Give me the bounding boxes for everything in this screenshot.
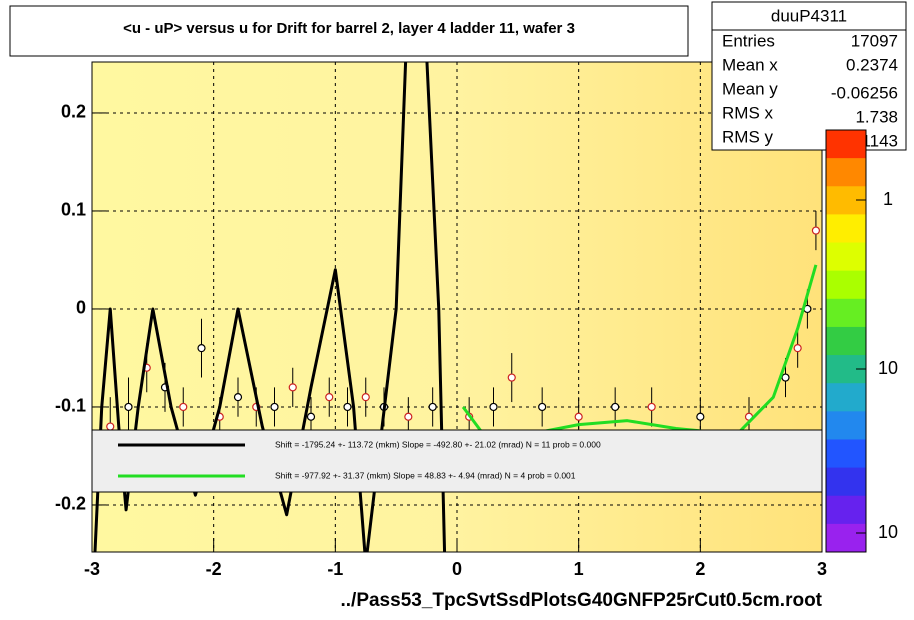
profile-point (793, 344, 802, 353)
x-tick-label: -2 (206, 559, 222, 579)
palette-swatch (826, 523, 866, 553)
palette-swatch (826, 186, 866, 215)
stats-label: RMS x (722, 103, 774, 122)
palette-swatch (826, 326, 866, 356)
stats-title: duuP4311 (771, 6, 847, 25)
x-tick-label: 0 (452, 559, 462, 579)
stats-value: -0.06256 (831, 83, 898, 102)
y-tick-label: -0.1 (55, 396, 86, 416)
profile-point (428, 402, 437, 412)
palette-swatch (826, 214, 866, 244)
y-tick-label: 0.1 (61, 200, 86, 220)
palette-label: 1 (883, 189, 893, 209)
profile-point (647, 402, 656, 412)
profile-point (343, 402, 352, 412)
palette-swatch (826, 411, 866, 440)
stats-value: 1.738 (855, 107, 898, 126)
legend-label: Shift = -977.92 +- 31.37 (mkm) Slope = 4… (275, 470, 576, 480)
profile-point (781, 373, 790, 382)
profile-point (306, 412, 316, 421)
stats-label: Mean y (722, 79, 778, 98)
x-tick-label: 2 (695, 559, 705, 579)
profile-point (811, 226, 821, 235)
x-tick-label: 3 (817, 559, 827, 579)
stats-box (711, 1, 907, 151)
y-tick-label: 0 (76, 298, 86, 318)
profile-point (325, 393, 334, 402)
stats-value: 0.2374 (846, 55, 898, 74)
palette-swatch (826, 158, 866, 187)
profile-point (696, 412, 705, 421)
x-tick-label: 1 (574, 559, 584, 579)
profile-point (507, 373, 516, 382)
legend-box (91, 429, 823, 493)
profile-point (574, 412, 583, 421)
stats-label: Mean x (722, 55, 778, 74)
profile-point (538, 402, 547, 412)
profile-point (270, 402, 279, 412)
palette-swatch (826, 495, 866, 525)
palette-swatch (826, 298, 866, 328)
profile-point (233, 393, 243, 402)
x-tick-label: -1 (327, 559, 343, 579)
legend-label: Shift = -1795.24 +- 113.72 (mkm) Slope =… (275, 439, 601, 449)
y-tick-label: 0.2 (61, 102, 86, 122)
chart-title: <u - uP> versus u for Drift for barrel 2… (123, 20, 575, 37)
profile-point (404, 412, 413, 421)
palette-swatch (826, 242, 866, 272)
palette-frame (825, 129, 867, 553)
title-box (9, 5, 689, 57)
palette-label: 10 (878, 522, 898, 542)
stats-value: 17097 (851, 31, 898, 50)
profile-point (106, 422, 115, 431)
palette-label: 10 (878, 358, 898, 378)
profile-point (179, 402, 188, 412)
profile-point (288, 383, 297, 392)
palette-swatch (826, 383, 866, 412)
palette-swatch (826, 439, 866, 469)
palette-swatch (826, 467, 866, 497)
y-tick-label: -0.2 (55, 494, 86, 514)
palette-swatch (826, 130, 866, 159)
profile-point (361, 393, 370, 402)
stats-label: RMS y (722, 127, 774, 146)
palette-swatch (826, 270, 866, 300)
x-tick-label: -3 (84, 559, 100, 579)
profile-point (124, 402, 133, 412)
profile-point (611, 402, 620, 412)
profile-point (197, 344, 206, 353)
x-axis-label: ../Pass53_TpcSvtSsdPlotsG40GNFP25rCut0.5… (340, 590, 822, 611)
stats-label: Entries (722, 31, 775, 50)
profile-point (489, 402, 498, 412)
